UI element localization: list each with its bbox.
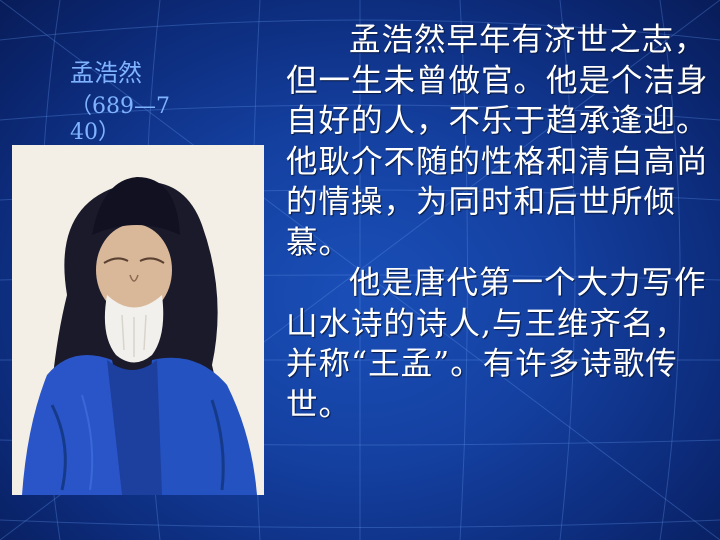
biography-text: 孟浩然早年有济世之志，但一生未曾做官。他是个洁身自好的人，不乐于趋承逢迎。他耿介… [286, 20, 716, 425]
poet-name: 孟浩然 [70, 59, 142, 87]
biography-paragraph-2: 他是唐代第一个大力写作山水诗的诗人,与王维齐名，并称“王孟”。有许多诗歌传世。 [286, 265, 707, 423]
poet-portrait [12, 145, 264, 495]
biography-paragraph-1: 孟浩然早年有济世之志，但一生未曾做官。他是个洁身自好的人，不乐于趋承逢迎。他耿介… [286, 22, 709, 261]
poet-years: （689—740） [70, 94, 170, 145]
